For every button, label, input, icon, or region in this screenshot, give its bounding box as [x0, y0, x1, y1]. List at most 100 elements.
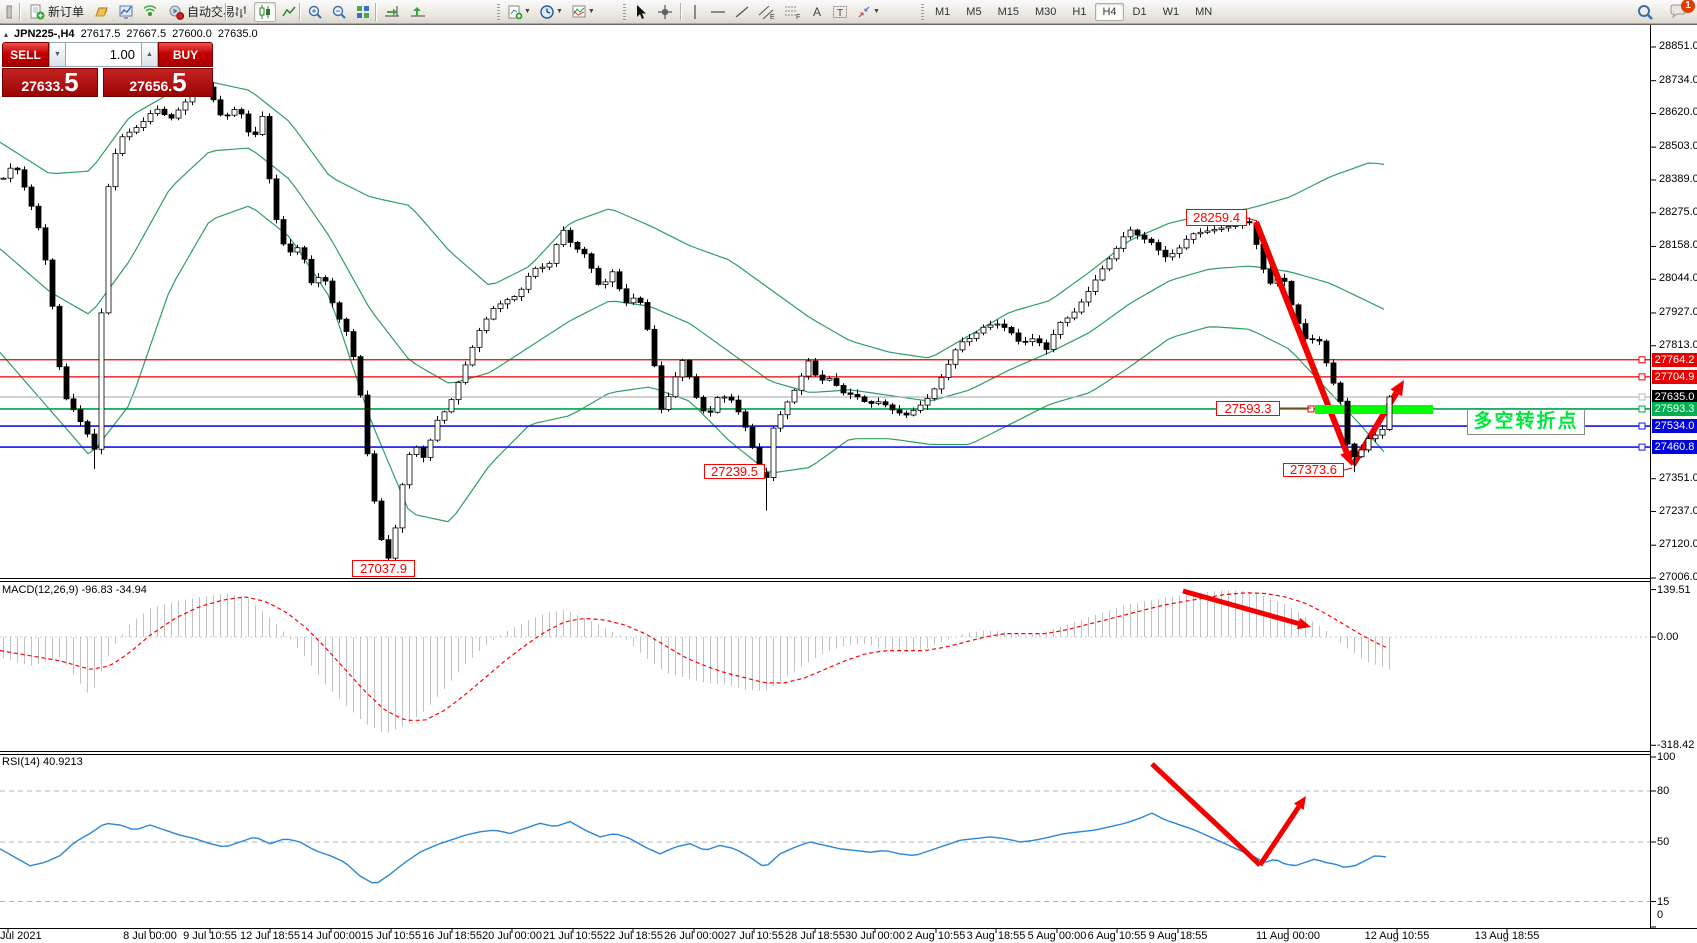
volume-down-stepper[interactable]: ▼	[49, 42, 66, 67]
profiles-icon[interactable]	[91, 2, 113, 22]
toolbar-separator	[225, 2, 226, 21]
turning-point-note[interactable]: 多空转折点	[1467, 409, 1585, 435]
period-icon[interactable]: ▼	[536, 2, 566, 22]
macd-tick: 0.00	[1657, 631, 1679, 643]
buy-price-display[interactable]: 27656. 5	[103, 68, 213, 97]
line-chart-icon[interactable]	[278, 2, 300, 22]
price-tick: 27927.0	[1659, 306, 1697, 318]
zoom-out-icon[interactable]	[328, 2, 350, 22]
timeframe-d1[interactable]: D1	[1132, 5, 1147, 18]
price-tick: 28503.0	[1659, 140, 1697, 152]
rsi-tick: 100	[1657, 751, 1676, 763]
crosshair-icon[interactable]	[654, 2, 676, 22]
signals-icon[interactable]	[139, 2, 161, 22]
tile-windows-icon[interactable]	[352, 2, 374, 22]
timeframe-h1[interactable]: H1	[1072, 5, 1087, 18]
chevron-down-icon: ▼	[524, 8, 531, 15]
svg-text:T: T	[837, 8, 843, 19]
arrows-icon[interactable]: ▼	[853, 2, 883, 22]
buy-button[interactable]: BUY	[158, 42, 213, 67]
window-icon[interactable]	[1, 2, 15, 22]
volume-input[interactable]: 1.00	[66, 42, 141, 67]
price-line-label: 27460.8	[1652, 440, 1697, 454]
time-label: Jul 2021	[0, 930, 42, 942]
chevron-down-icon: ▼	[555, 8, 563, 15]
indicators-icon[interactable]: ▼	[568, 2, 598, 22]
timeframe-m30[interactable]: M30	[1034, 5, 1057, 18]
toolbar-separator	[19, 2, 20, 21]
toolbar-grip[interactable]	[921, 3, 924, 20]
timeframe-m5[interactable]: M5	[966, 5, 982, 18]
new-order-label: 新订单	[48, 5, 85, 19]
notifications-icon[interactable]: 1	[1666, 0, 1695, 22]
price-line-label: 27593.3	[1652, 402, 1697, 416]
candlestick-chart-icon[interactable]	[254, 1, 276, 22]
timeframe-group: M1 M5 M15 M30 H1 H4 D1 W1 MN	[927, 2, 1220, 21]
timeframe-mn[interactable]: MN	[1195, 5, 1213, 18]
vertical-line-icon[interactable]	[685, 2, 705, 22]
time-label: 20 Jul 00:00	[482, 930, 542, 942]
notification-badge: 1	[1681, 0, 1695, 13]
price-annotation[interactable]: 27593.3	[1216, 401, 1280, 416]
toolbar-grip[interactable]	[623, 3, 626, 20]
time-label: 5 Aug 00:00	[1027, 930, 1087, 942]
fibonacci-icon[interactable]: F	[781, 2, 805, 22]
time-label: 11 Aug 00:00	[1255, 930, 1321, 942]
time-label: 26 Jul 00:00	[664, 930, 724, 942]
volume-up-stepper[interactable]: ▲	[141, 42, 158, 67]
toolbar: 新订单 自动交易	[0, 0, 1697, 24]
auto-trading-button[interactable]: 自动交易	[163, 2, 240, 22]
time-label: 6 Aug 10:55	[1087, 930, 1147, 942]
new-order-button[interactable]: 新订单	[24, 2, 89, 22]
time-label: 3 Aug 18:55	[966, 930, 1026, 942]
time-label: 22 Jul 18:55	[603, 930, 663, 942]
chart-ohlc-title: ▴ JPN225-,H4 27617.5 27667.5 27600.0 276…	[4, 28, 258, 40]
sell-price-display[interactable]: 27633. 5	[2, 68, 98, 97]
time-label: 13 Aug 18:55	[1474, 930, 1540, 942]
timeframe-m1[interactable]: M1	[935, 5, 951, 18]
text-label-icon[interactable]: T	[829, 2, 851, 22]
one-click-trade-panel: SELL ▼ 1.00 ▲ BUY 27633. 5 27656. 5	[2, 42, 213, 97]
auto-trading-label: 自动交易	[187, 5, 236, 19]
macd-tick: -318.42	[1657, 739, 1695, 751]
search-icon[interactable]	[1633, 2, 1657, 22]
rsi-tick: 80	[1657, 785, 1670, 797]
chevron-down-icon: ▼	[873, 8, 880, 15]
auto-scroll-icon[interactable]	[380, 2, 404, 22]
price-tick: 28734.0	[1659, 74, 1697, 86]
timeframe-h4[interactable]: H4	[1095, 2, 1124, 21]
equidistant-channel-icon[interactable]: E	[755, 2, 779, 22]
market-watch-icon[interactable]	[115, 2, 137, 22]
toolbar-separator	[680, 2, 681, 21]
new-order-icon	[30, 4, 45, 19]
bar-chart-icon[interactable]	[230, 2, 252, 22]
price-annotation[interactable]: 27239.5	[704, 464, 765, 479]
price-annotation[interactable]: 27373.6	[1283, 463, 1344, 477]
cursor-icon[interactable]	[630, 2, 652, 22]
price-line-label: 27635.0	[1652, 390, 1697, 404]
rsi-tick: 15	[1657, 896, 1670, 908]
zoom-in-icon[interactable]	[304, 2, 326, 22]
price-tick: 28044.0	[1659, 272, 1697, 284]
timeframe-m15[interactable]: M15	[997, 5, 1019, 18]
price-annotation[interactable]: 27037.9	[352, 560, 415, 577]
price-annotation[interactable]: 28259.4	[1186, 209, 1247, 226]
horizontal-line-icon[interactable]	[707, 2, 729, 22]
svg-text:A: A	[813, 5, 821, 19]
text-icon[interactable]: A	[807, 2, 827, 22]
toolbar-grip[interactable]	[497, 3, 500, 20]
chart-icon: ▴	[4, 29, 9, 39]
time-label: 12 Aug 10:55	[1364, 930, 1430, 942]
new-chart-icon[interactable]: ▼	[504, 2, 534, 22]
time-label: 12 Jul 18:55	[240, 930, 300, 942]
sell-button[interactable]: SELL	[2, 42, 49, 67]
chart-shift-icon[interactable]	[406, 2, 430, 22]
price-tick: 28620.0	[1659, 106, 1697, 118]
timeframe-w1[interactable]: W1	[1162, 5, 1180, 18]
trendline-icon[interactable]	[731, 2, 753, 22]
price-line-label: 27764.2	[1652, 353, 1697, 367]
svg-text:F: F	[796, 14, 800, 20]
price-tick: 27237.0	[1659, 505, 1697, 517]
